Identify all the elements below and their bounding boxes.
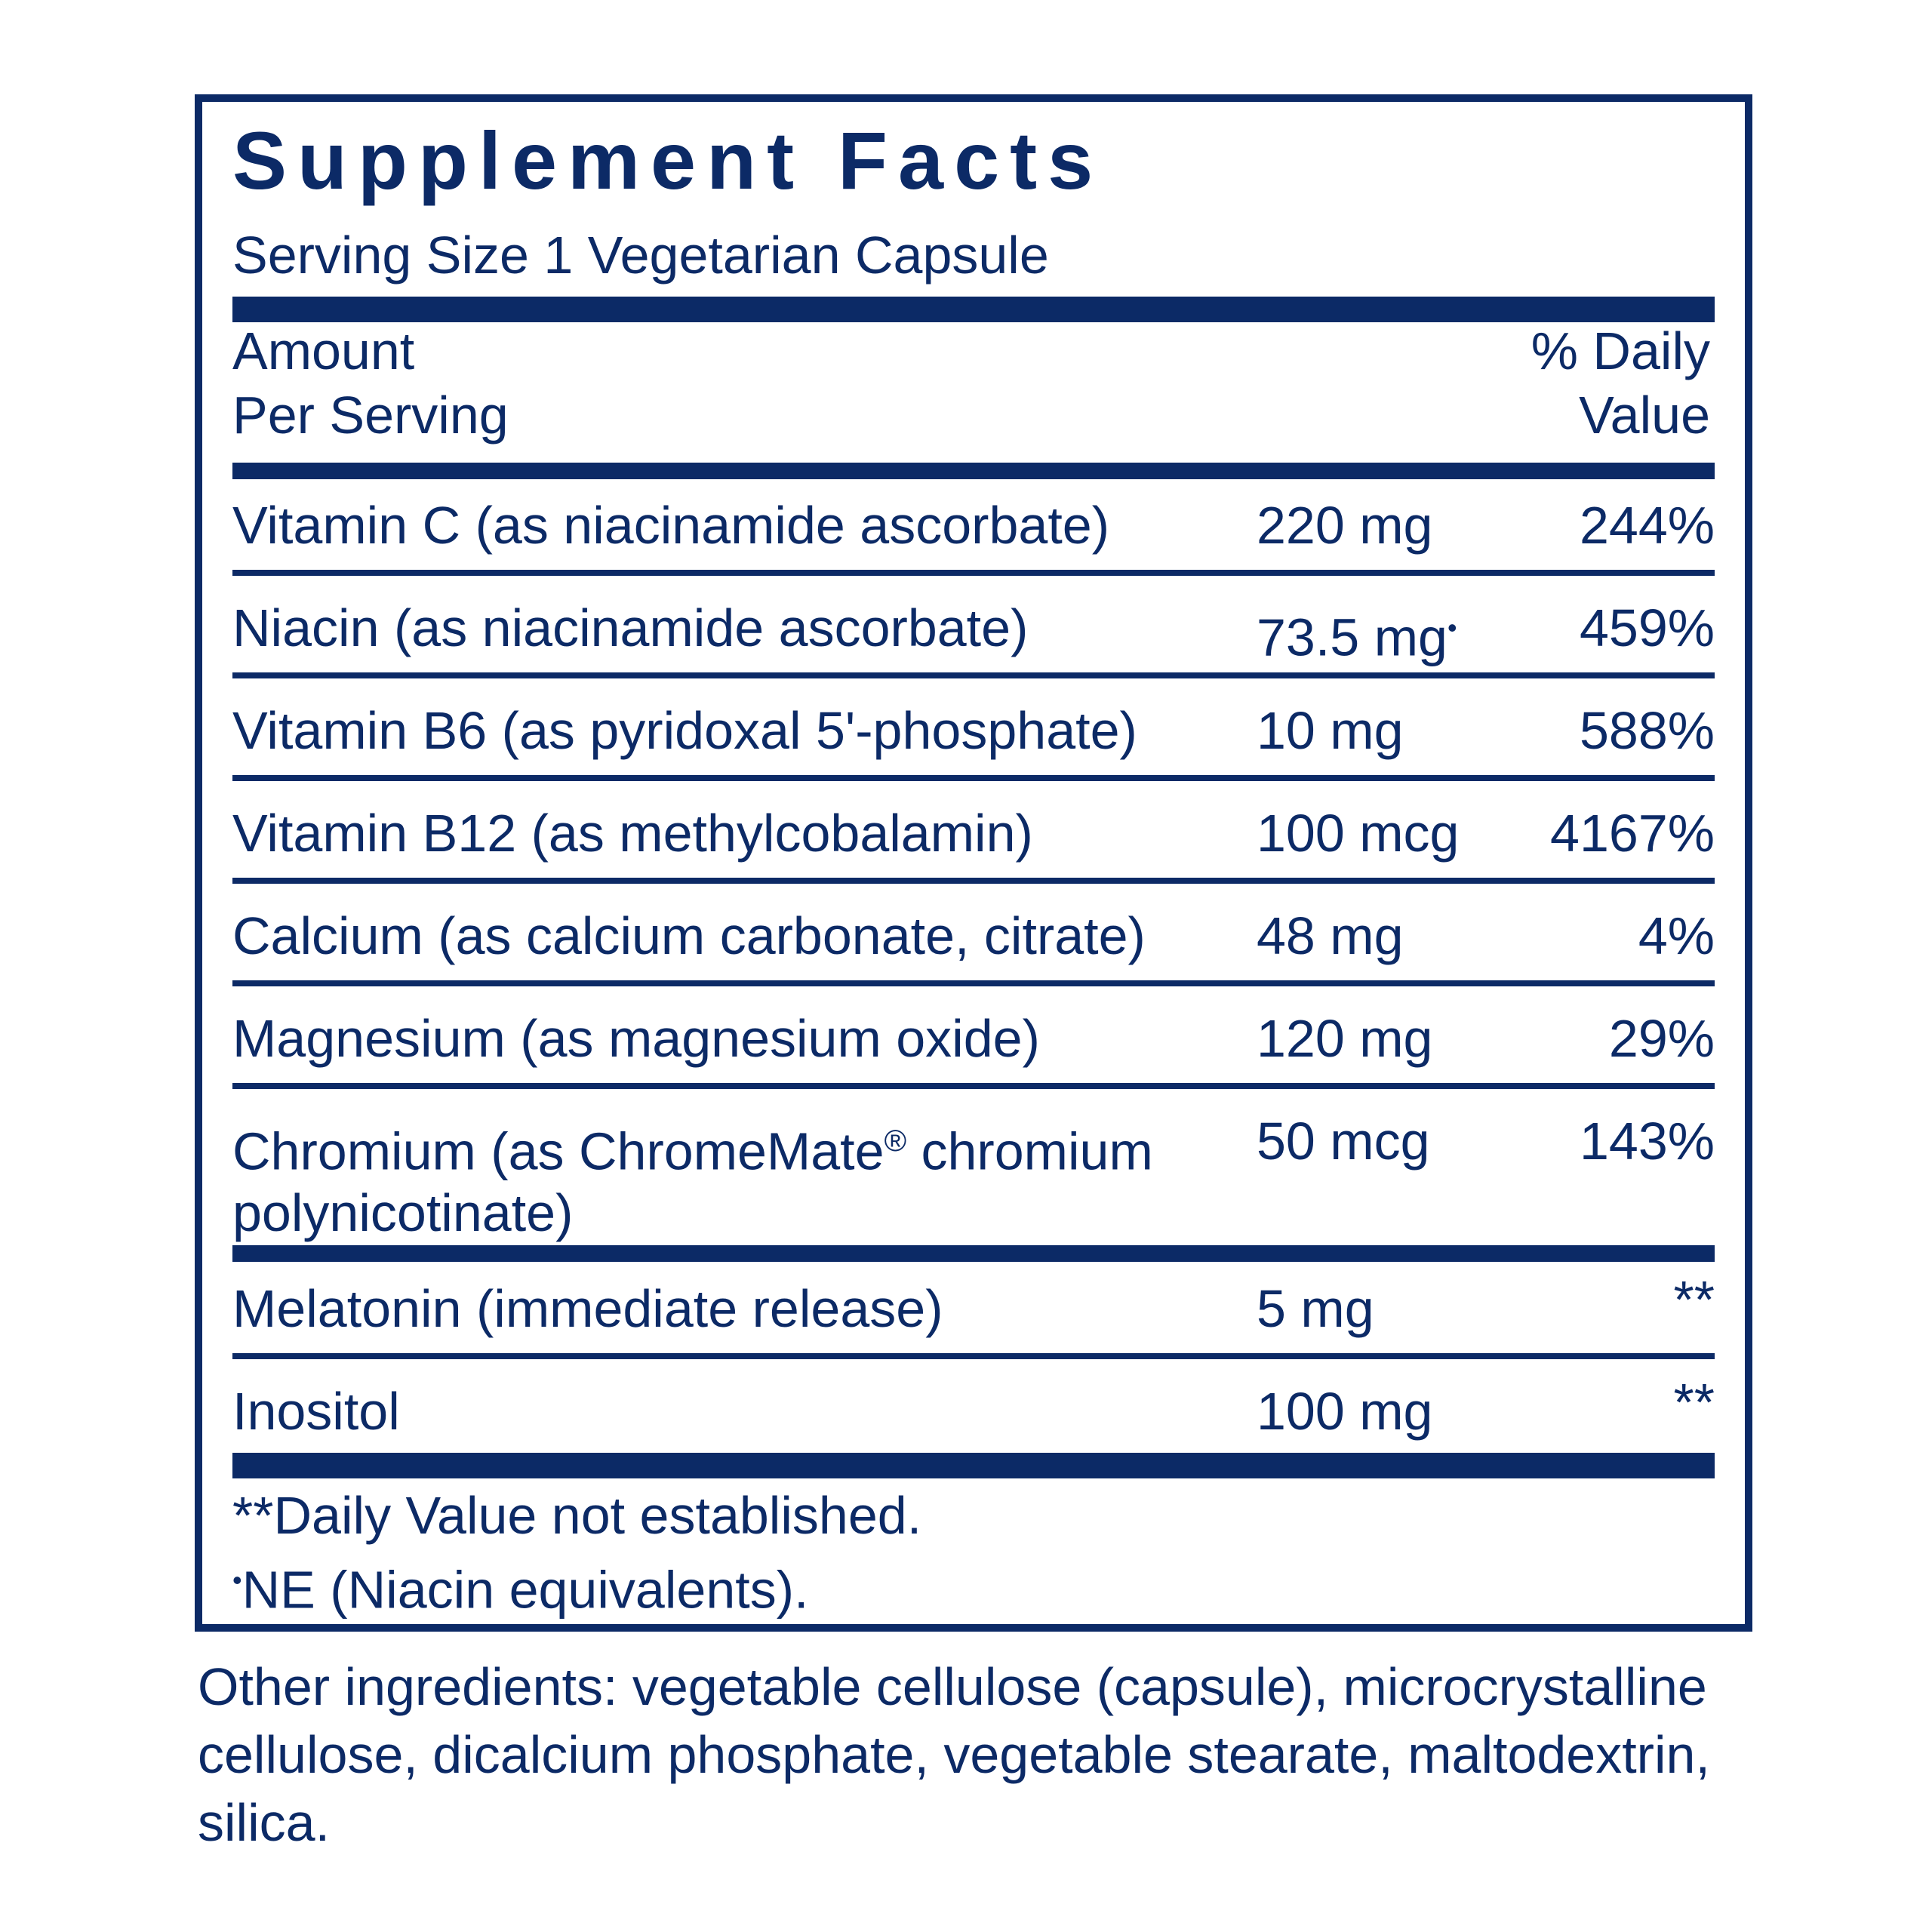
supplement-facts-panel: Supplement Facts Serving Size 1 Vegetari… [195, 94, 1752, 1632]
row-divider [232, 878, 1715, 884]
nutrient-name: Niacin (as niacinamide ascorbate) [232, 598, 1029, 657]
nutrient-amount: 10 mg [1257, 701, 1404, 760]
nutrient-amount: 100 mcg [1257, 804, 1460, 863]
nutrient-amount: 73.5 mg• [1257, 597, 1457, 668]
nutrient-daily-value: 4% [1638, 906, 1715, 965]
nutrient-name: Vitamin B12 (as methylcobalamin) [232, 804, 1033, 863]
nutrient-name: Chromium (as ChromeMate® chromium polynic… [232, 1110, 1236, 1244]
ne-footnote-mark: • [232, 1564, 242, 1595]
nutrient-name: Magnesium (as magnesium oxide) [232, 1009, 1040, 1068]
row-divider [232, 980, 1715, 986]
nutrient-name: Vitamin C (as niacinamide ascorbate) [232, 496, 1110, 555]
ne-footnote-text: NE (Niacin equivalents). [242, 1560, 809, 1620]
nutrient-daily-value: 29% [1608, 1009, 1715, 1068]
nutrient-daily-value: ** [1673, 1373, 1715, 1432]
amount-header-line2: Per Serving [232, 386, 509, 445]
row-divider [232, 1083, 1715, 1089]
nutrient-amount: 120 mg [1257, 1009, 1433, 1068]
amount-value: 73.5 mg [1257, 608, 1447, 667]
ne-footnote: •NE (Niacin equivalents). [232, 1548, 921, 1622]
nutrient-daily-value: 143% [1579, 1112, 1715, 1171]
nutrient-amount: 48 mg [1257, 906, 1404, 965]
row-divider [232, 775, 1715, 781]
nutrient-amount: 50 mcg [1257, 1112, 1430, 1171]
thick-divider [232, 297, 1715, 322]
daily-value-header: % Daily Value [1531, 319, 1710, 448]
footnotes: **Daily Value not established. •NE (Niac… [232, 1483, 921, 1622]
daily-value-header-line2: Value [1579, 386, 1710, 445]
amount-header-line1: Amount [232, 321, 415, 380]
nutrient-name: Calcium (as calcium carbonate, citrate) [232, 906, 1146, 965]
row-divider [232, 570, 1715, 576]
panel-content: Supplement Facts Serving Size 1 Vegetari… [232, 102, 1715, 1624]
nutrient-name: Inositol [232, 1382, 400, 1441]
ne-footnote-mark: • [1447, 612, 1457, 643]
nutrient-amount: 220 mg [1257, 496, 1433, 555]
nutrient-daily-value: 4167% [1550, 804, 1715, 863]
nutrient-daily-value: 459% [1579, 598, 1715, 657]
medium-divider [232, 1245, 1715, 1262]
other-ingredients: Other ingredients: vegetable cellulose (… [198, 1657, 1710, 1852]
nutrient-name-part1: Chromium (as ChromeMate [232, 1121, 884, 1181]
nutrient-name: Vitamin B6 (as pyridoxal 5'-phosphate) [232, 701, 1137, 760]
serving-size: Serving Size 1 Vegetarian Capsule [232, 226, 1049, 285]
row-divider [232, 672, 1715, 678]
nutrient-name-part2: chromium [906, 1121, 1153, 1181]
daily-value-header-line1: % Daily [1531, 321, 1710, 380]
nutrient-daily-value: 244% [1579, 496, 1715, 555]
panel-title: Supplement Facts [232, 115, 1104, 206]
daily-value-footnote: **Daily Value not established. [232, 1486, 922, 1545]
amount-header: Amount Per Serving [232, 319, 509, 448]
nutrient-daily-value: ** [1673, 1270, 1715, 1329]
thick-divider [232, 1453, 1715, 1478]
nutrient-name: Melatonin (immediate release) [232, 1279, 943, 1338]
nutrient-amount: 100 mg [1257, 1382, 1433, 1441]
nutrient-name-line2: polynicotinate) [232, 1183, 574, 1243]
nutrient-amount: 5 mg [1257, 1279, 1374, 1338]
row-divider [232, 1353, 1715, 1359]
registered-mark: ® [884, 1124, 907, 1158]
nutrient-daily-value: 588% [1579, 701, 1715, 760]
medium-divider [232, 463, 1715, 479]
